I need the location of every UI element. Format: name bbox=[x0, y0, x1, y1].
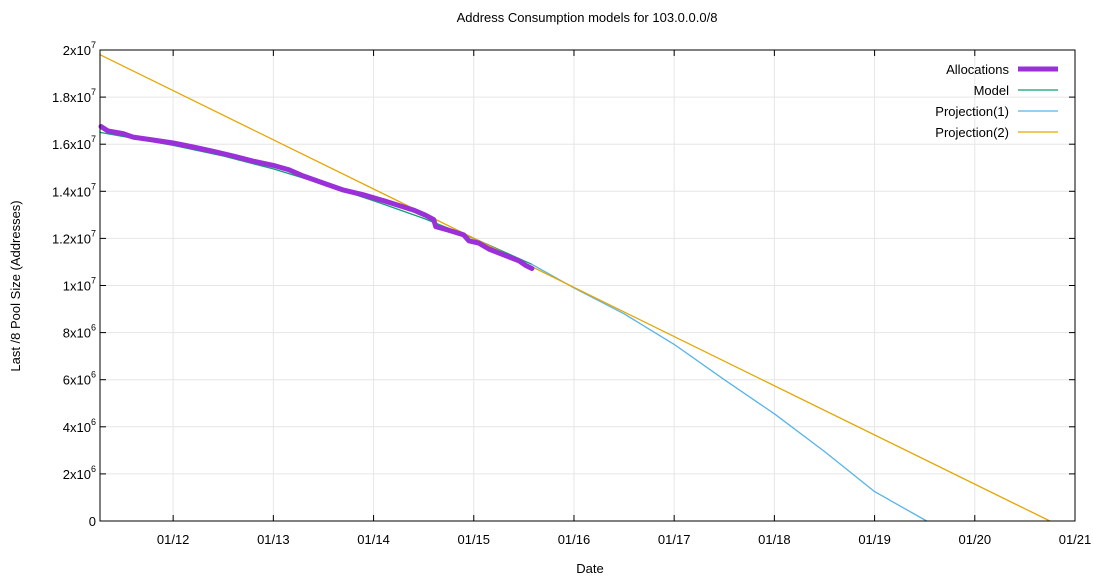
y-tick-label-exponent: 6 bbox=[91, 417, 96, 427]
y-tick-label-mantissa: 4x10 bbox=[63, 420, 91, 435]
x-tick-label: 01/12 bbox=[157, 532, 190, 547]
legend-label: Projection(1) bbox=[935, 104, 1009, 119]
y-tick-label-exponent: 7 bbox=[91, 40, 96, 50]
grid bbox=[100, 49, 1076, 522]
y-tick-label-mantissa: 1x10 bbox=[63, 279, 91, 294]
y-tick-label-mantissa: 1.6x10 bbox=[52, 137, 91, 152]
x-tick-label: 01/19 bbox=[858, 532, 891, 547]
y-tick-label-mantissa: 1.4x10 bbox=[52, 184, 91, 199]
legend-label: Projection(2) bbox=[935, 125, 1009, 140]
series-line-model bbox=[99, 131, 533, 265]
y-tick-label: 1.8x107 bbox=[52, 87, 96, 105]
y-tick-label-mantissa: 1.8x10 bbox=[52, 90, 91, 105]
y-tick-label: 8x106 bbox=[63, 323, 96, 341]
y-tick-label-exponent: 7 bbox=[91, 228, 96, 238]
series-group bbox=[98, 54, 1051, 522]
x-axis-label: Date bbox=[576, 561, 603, 576]
y-tick-label: 1.4x107 bbox=[52, 181, 96, 199]
y-tick-label-exponent: 6 bbox=[91, 370, 96, 380]
y-tick-label-mantissa: 2x10 bbox=[63, 43, 91, 58]
series-line-projection-2 bbox=[99, 54, 1051, 522]
y-tick-label: 1x107 bbox=[63, 276, 96, 294]
y-axis-label: Last /8 Pool Size (Addresses) bbox=[8, 200, 23, 371]
series-line-allocations bbox=[98, 124, 535, 271]
y-tick-label-mantissa: 8x10 bbox=[63, 326, 91, 341]
y-tick-label-exponent: 7 bbox=[91, 87, 96, 97]
x-tick-label: 01/16 bbox=[558, 532, 591, 547]
y-tick-label-exponent: 6 bbox=[91, 323, 96, 333]
y-tick-label-mantissa: 6x10 bbox=[63, 373, 91, 388]
x-tick-label: 01/18 bbox=[758, 532, 791, 547]
x-tick-label: 01/14 bbox=[357, 532, 390, 547]
legend-label: Model bbox=[974, 83, 1010, 98]
y-tick-label-exponent: 7 bbox=[91, 181, 96, 191]
y-tick-label-mantissa: 1.2x10 bbox=[52, 231, 91, 246]
y-tick-label: 2x106 bbox=[63, 464, 96, 482]
y-tick-label-exponent: 7 bbox=[91, 134, 96, 144]
y-tick-label-exponent: 6 bbox=[91, 464, 96, 474]
legend: Allocations Model Projection(1) Projection(… bbox=[935, 62, 1058, 140]
legend-label: Allocations bbox=[946, 62, 1009, 77]
x-tick-label: 01/17 bbox=[658, 532, 691, 547]
y-tick-label: 4x106 bbox=[63, 417, 96, 435]
x-tick-label: 01/15 bbox=[457, 532, 490, 547]
y-tick-label: 6x106 bbox=[63, 370, 96, 388]
y-tick-label-mantissa: 2x10 bbox=[63, 467, 91, 482]
x-tick-label: 01/20 bbox=[959, 532, 992, 547]
ticks bbox=[100, 49, 1076, 522]
y-tick-label-exponent: 7 bbox=[91, 276, 96, 286]
x-tick-label: 01/13 bbox=[257, 532, 290, 547]
y-tick-label: 0 bbox=[89, 514, 96, 529]
y-tick-label: 1.2x107 bbox=[52, 228, 96, 246]
series-line-projection-1 bbox=[531, 263, 928, 522]
y-tick-label: 2x107 bbox=[63, 40, 96, 58]
x-tick-label: 01/21 bbox=[1059, 532, 1092, 547]
y-tick-label: 1.6x107 bbox=[52, 134, 96, 152]
y-tick-label-mantissa: 0 bbox=[89, 514, 96, 529]
chart-title: Address Consumption models for 103.0.0.0… bbox=[457, 10, 718, 25]
tick-labels: 02x1064x1066x1068x1061x1071.2x1071.4x107… bbox=[52, 40, 1091, 547]
